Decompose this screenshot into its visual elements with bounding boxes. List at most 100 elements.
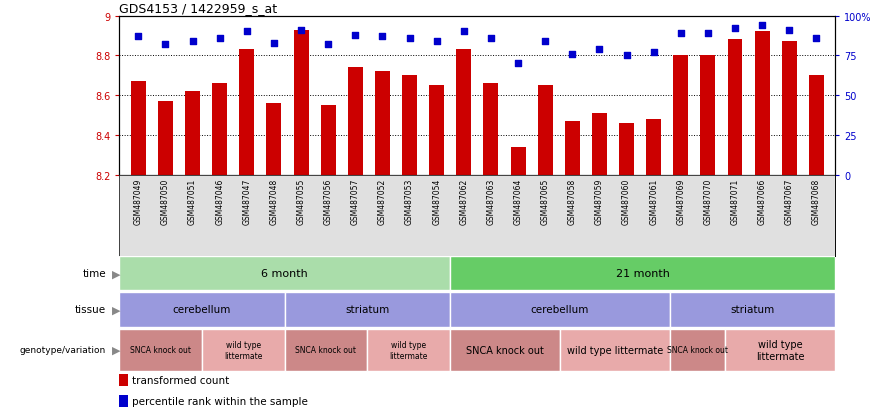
Text: percentile rank within the sample: percentile rank within the sample [132, 396, 308, 406]
Point [131, 34, 145, 40]
Bar [321, 106, 336, 176]
Text: transformed count: transformed count [132, 375, 229, 385]
Bar [240, 50, 255, 176]
Text: GSM487069: GSM487069 [676, 180, 685, 226]
Bar [619, 124, 634, 176]
Bar [456, 50, 471, 176]
Text: ▶: ▶ [112, 268, 121, 279]
Text: GSM487057: GSM487057 [351, 180, 360, 226]
Text: GSM487049: GSM487049 [133, 180, 143, 226]
Text: GSM487047: GSM487047 [242, 180, 251, 226]
Text: GSM487051: GSM487051 [188, 180, 197, 225]
Text: GSM487064: GSM487064 [514, 178, 522, 224]
Text: striatum: striatum [345, 305, 389, 315]
Point [348, 32, 362, 39]
Text: GSM487048: GSM487048 [270, 180, 278, 225]
Text: wild type
littermate: wild type littermate [389, 340, 428, 360]
Point [646, 50, 660, 57]
Text: GSM487055: GSM487055 [296, 178, 306, 224]
Point [674, 31, 688, 37]
Text: GSM487065: GSM487065 [541, 180, 550, 226]
Text: wild type
littermate: wild type littermate [224, 340, 263, 360]
Text: GSM487058: GSM487058 [568, 178, 576, 224]
Bar [202, 329, 285, 371]
Point [701, 31, 715, 37]
Bar [131, 82, 146, 176]
Text: SNCA knock out: SNCA knock out [130, 346, 191, 354]
Point [267, 40, 281, 47]
Text: GSM487066: GSM487066 [758, 180, 766, 226]
Point [240, 29, 254, 36]
Point [728, 26, 742, 33]
Bar [670, 292, 835, 328]
Point [484, 36, 498, 42]
Bar [450, 292, 670, 328]
Text: GSM487056: GSM487056 [324, 180, 332, 226]
Text: GSM487051: GSM487051 [188, 178, 197, 224]
Text: GSM487062: GSM487062 [460, 180, 469, 225]
Text: GSM487049: GSM487049 [133, 178, 143, 224]
Text: GSM487063: GSM487063 [486, 180, 495, 226]
Bar [285, 329, 367, 371]
Text: GSM487050: GSM487050 [161, 178, 170, 224]
Point [294, 28, 309, 34]
Point [620, 53, 634, 59]
Text: 6 month: 6 month [261, 268, 308, 279]
Bar [728, 40, 743, 176]
Point [565, 51, 579, 58]
Text: GSM487052: GSM487052 [378, 180, 387, 225]
Bar [450, 329, 560, 371]
Point [186, 39, 200, 45]
Bar [755, 32, 770, 176]
Bar [158, 102, 173, 176]
Bar [285, 292, 450, 328]
Text: GSM487047: GSM487047 [242, 178, 251, 224]
Text: GSM487046: GSM487046 [215, 180, 225, 226]
Text: cerebellum: cerebellum [530, 305, 589, 315]
Bar [450, 257, 835, 290]
Text: GSM487071: GSM487071 [730, 178, 740, 224]
Bar [560, 329, 670, 371]
Bar [484, 84, 499, 176]
Bar [375, 72, 390, 176]
Text: SNCA knock out: SNCA knock out [466, 345, 544, 355]
Point [810, 36, 824, 42]
Text: GSM487068: GSM487068 [812, 178, 821, 224]
Text: SNCA knock out: SNCA knock out [295, 346, 356, 354]
Text: genotype/variation: genotype/variation [19, 346, 106, 354]
Text: GSM487069: GSM487069 [676, 178, 685, 224]
Point [755, 23, 769, 29]
Point [430, 39, 444, 45]
Point [402, 36, 416, 42]
Text: time: time [82, 268, 106, 279]
Text: GSM487070: GSM487070 [704, 178, 713, 224]
Bar [119, 257, 450, 290]
Bar [402, 76, 417, 176]
Text: GSM487061: GSM487061 [649, 180, 659, 225]
Text: cerebellum: cerebellum [172, 305, 231, 315]
Text: GSM487067: GSM487067 [785, 180, 794, 226]
Text: striatum: striatum [731, 305, 775, 315]
Point [538, 39, 552, 45]
Text: GSM487053: GSM487053 [405, 178, 414, 224]
Point [592, 47, 606, 53]
Text: GSM487048: GSM487048 [270, 178, 278, 224]
Bar [347, 68, 362, 176]
Text: GSM487060: GSM487060 [622, 178, 631, 224]
Bar [809, 76, 824, 176]
Point [213, 36, 227, 42]
Bar [119, 329, 202, 371]
Point [511, 61, 525, 67]
Text: GSM487054: GSM487054 [432, 180, 441, 226]
Text: GSM487057: GSM487057 [351, 178, 360, 224]
Text: GSM487050: GSM487050 [161, 180, 170, 226]
Bar [725, 329, 835, 371]
Bar [119, 395, 128, 407]
Bar [781, 43, 796, 176]
Bar [367, 329, 450, 371]
Point [457, 29, 471, 36]
Point [376, 34, 390, 40]
Bar [511, 148, 525, 176]
Text: GSM487068: GSM487068 [812, 180, 821, 225]
Text: GSM487055: GSM487055 [296, 180, 306, 226]
